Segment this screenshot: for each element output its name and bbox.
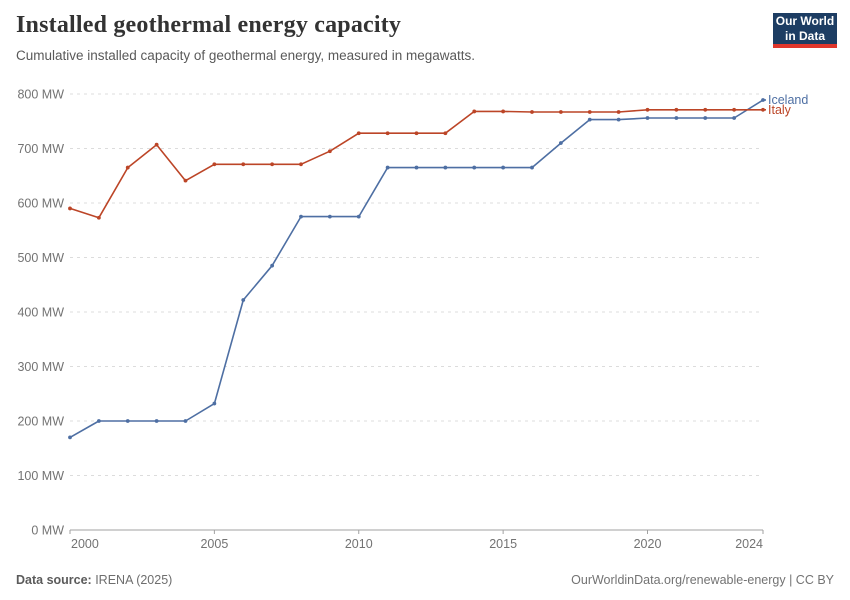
data-point-iceland-2000[interactable]: [68, 435, 72, 440]
data-source-value: IRENA (2025): [91, 573, 173, 587]
data-point-italy-2012[interactable]: [414, 131, 419, 136]
data-point-iceland-2004[interactable]: [183, 419, 188, 423]
series-line-iceland[interactable]: [69, 99, 764, 439]
series-line-italy[interactable]: [69, 109, 763, 219]
chart-header: Installed geothermal energy capacity Cum…: [16, 12, 756, 63]
data-point-iceland-2021[interactable]: [674, 116, 679, 120]
data-point-iceland-2015[interactable]: [501, 165, 506, 170]
data-point-iceland-2002[interactable]: [125, 419, 130, 423]
data-point-iceland-2012[interactable]: [414, 165, 419, 170]
data-point-italy-2021[interactable]: [674, 107, 679, 112]
data-point-italy-2016[interactable]: [530, 110, 534, 114]
data-point-iceland-2013[interactable]: [443, 165, 448, 170]
y-tick-label: 400 MW: [17, 306, 64, 320]
data-point-italy-2000[interactable]: [68, 206, 72, 211]
page-subtitle: Cumulative installed capacity of geother…: [16, 48, 475, 63]
footer-link[interactable]: OurWorldinData.org/renewable-energy | CC…: [571, 573, 834, 587]
x-tick-label: 2020: [634, 537, 662, 551]
y-tick-label: 300 MW: [17, 360, 64, 374]
series-label-iceland[interactable]: Iceland: [768, 93, 808, 107]
data-point-iceland-2011[interactable]: [385, 165, 390, 170]
owid-logo[interactable]: Our World in Data: [773, 13, 837, 48]
data-point-iceland-2003[interactable]: [154, 419, 159, 423]
data-source: Data source: IRENA (2025): [16, 573, 172, 587]
y-tick-label: 500 MW: [17, 251, 64, 265]
owid-logo-line2: in Data: [784, 28, 825, 43]
data-point-iceland-2018[interactable]: [587, 117, 592, 122]
y-tick-label: 600 MW: [17, 197, 64, 211]
data-point-italy-2007[interactable]: [270, 162, 275, 167]
data-point-italy-2018[interactable]: [587, 110, 592, 114]
data-point-iceland-2023[interactable]: [732, 116, 737, 120]
data-point-iceland-2005[interactable]: [212, 401, 217, 406]
x-tick-label: 2005: [200, 537, 228, 551]
data-point-italy-2003[interactable]: [154, 142, 159, 147]
data-point-italy-2017[interactable]: [558, 110, 563, 114]
y-tick-label: 200 MW: [17, 415, 64, 429]
y-tick-label: 700 MW: [17, 142, 64, 156]
data-point-iceland-2020[interactable]: [645, 116, 650, 120]
data-point-italy-2010[interactable]: [356, 131, 361, 136]
data-point-italy-2023[interactable]: [732, 107, 737, 112]
data-point-italy-2006[interactable]: [241, 162, 246, 167]
chart-footer: Data source: IRENA (2025) OurWorldinData…: [16, 573, 834, 587]
x-tick-label: 2024: [735, 537, 763, 551]
data-point-iceland-2007[interactable]: [270, 263, 275, 268]
data-point-italy-2001[interactable]: [96, 215, 101, 220]
x-tick-label: 2015: [489, 537, 517, 551]
data-point-italy-2011[interactable]: [385, 131, 390, 136]
data-point-italy-2015[interactable]: [501, 109, 506, 114]
data-point-italy-2002[interactable]: [125, 165, 130, 170]
data-point-italy-2009[interactable]: [327, 149, 332, 154]
data-point-iceland-2010[interactable]: [356, 214, 361, 219]
data-point-italy-2019[interactable]: [616, 110, 621, 114]
series-label-italy[interactable]: Italy: [768, 103, 792, 117]
x-tick-label: 2010: [345, 537, 373, 551]
x-tick-label: 2000: [71, 537, 99, 551]
data-point-iceland-2019[interactable]: [616, 117, 621, 122]
owid-logo-line1: Our World: [775, 14, 835, 29]
data-point-italy-2020[interactable]: [645, 107, 650, 112]
data-point-iceland-2017[interactable]: [558, 141, 563, 145]
data-point-iceland-2006[interactable]: [241, 298, 246, 302]
data-point-italy-2022[interactable]: [703, 107, 708, 112]
data-point-iceland-2016[interactable]: [530, 165, 534, 170]
y-tick-label: 800 MW: [17, 88, 64, 102]
data-point-iceland-2022[interactable]: [703, 116, 708, 120]
y-tick-label: 0 MW: [31, 524, 64, 538]
data-point-italy-2013[interactable]: [443, 131, 448, 136]
page-title: Installed geothermal energy capacity: [16, 12, 402, 38]
data-point-italy-2008[interactable]: [299, 162, 303, 167]
data-point-iceland-2014[interactable]: [472, 165, 477, 170]
data-point-italy-2005[interactable]: [212, 162, 217, 167]
data-point-iceland-2001[interactable]: [96, 419, 101, 423]
y-tick-label: 100 MW: [17, 469, 64, 483]
data-point-italy-2014[interactable]: [472, 109, 477, 114]
data-point-iceland-2008[interactable]: [299, 214, 303, 219]
data-point-iceland-2009[interactable]: [327, 214, 332, 219]
data-source-label: Data source:: [16, 573, 92, 587]
data-point-italy-2004[interactable]: [183, 178, 188, 183]
